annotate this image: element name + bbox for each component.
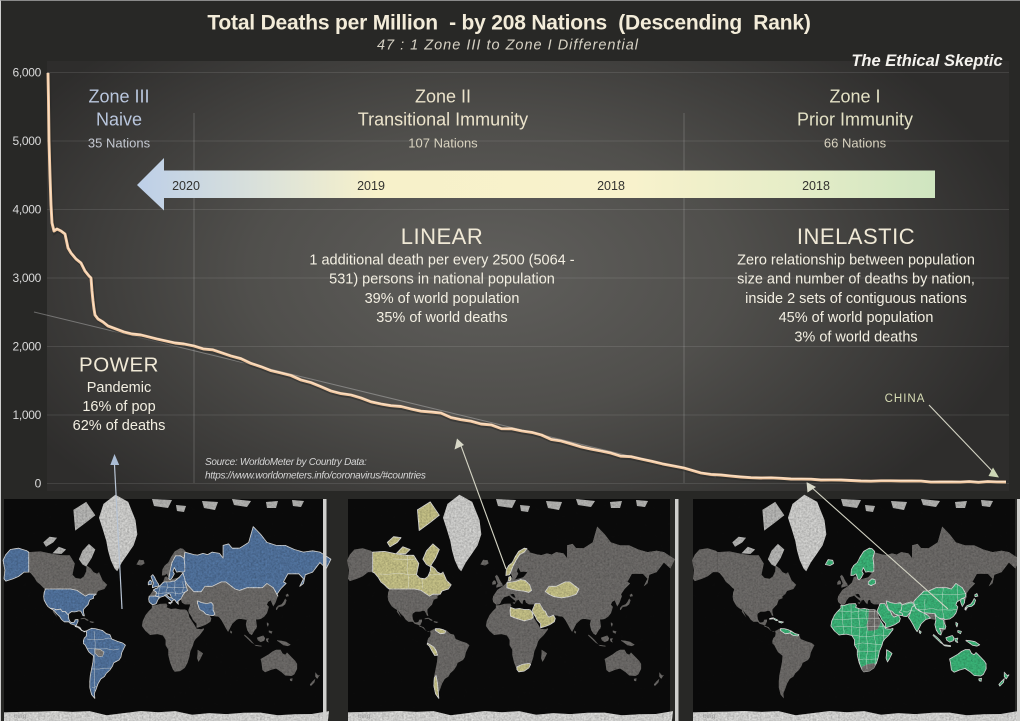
svg-text:CHINA: CHINA <box>885 393 926 405</box>
svg-text:4,000: 4,000 <box>12 203 41 217</box>
svg-text:1,000: 1,000 <box>12 408 41 422</box>
svg-text:2018: 2018 <box>597 179 625 193</box>
svg-text:2,000: 2,000 <box>12 340 41 354</box>
svg-text:Zone III: Zone III <box>88 87 149 107</box>
svg-text:39% of world population: 39% of world population <box>365 291 520 307</box>
svg-text:1 additional death per every 2: 1 additional death per every 2500 (5064 … <box>309 253 574 269</box>
svg-text:2018: 2018 <box>802 179 830 193</box>
svg-text:Zone I: Zone I <box>829 87 880 107</box>
svg-text:Total Deaths per Million - by: Total Deaths per Million - by 208 Nation… <box>207 12 810 35</box>
svg-text:107 Nations: 107 Nations <box>408 136 478 151</box>
svg-text:LINEAR: LINEAR <box>401 224 483 249</box>
svg-text:16% of pop: 16% of pop <box>82 399 155 415</box>
svg-text:inside 2 sets of contiguous na: inside 2 sets of contiguous nations <box>745 291 967 307</box>
svg-text:Zone II: Zone II <box>415 87 471 107</box>
svg-text:3% of world deaths: 3% of world deaths <box>794 330 917 346</box>
svg-text:2020: 2020 <box>172 179 200 193</box>
svg-text:Zero relationship between popu: Zero relationship between population <box>737 253 975 269</box>
svg-text:3,000: 3,000 <box>12 271 41 285</box>
svg-text:531) persons in national popul: 531) persons in national population <box>329 272 555 288</box>
svg-text:Transitional Immunity: Transitional Immunity <box>358 110 528 130</box>
svg-text:45% of world population: 45% of world population <box>779 310 934 326</box>
svg-text:6,000: 6,000 <box>12 66 41 80</box>
svg-text:5,000: 5,000 <box>12 134 41 148</box>
svg-text:size and number of deaths by n: size and number of deaths by nation, <box>737 272 975 288</box>
svg-text:bing: bing <box>703 713 716 720</box>
svg-text:35 Nations: 35 Nations <box>88 136 151 151</box>
svg-text:https://www.worldometers.info/: https://www.worldometers.info/coronaviru… <box>205 471 426 482</box>
svg-text:66 Nations: 66 Nations <box>824 136 887 151</box>
svg-text:bing: bing <box>14 713 27 720</box>
svg-text:2019: 2019 <box>357 179 385 193</box>
svg-text:62% of deaths: 62% of deaths <box>73 418 166 434</box>
svg-text:POWER: POWER <box>79 354 159 377</box>
svg-text:47 : 1 Zone III to Zone I Diff: 47 : 1 Zone III to Zone I Differential <box>377 38 639 54</box>
svg-text:Source: WorldoMeter by Country: Source: WorldoMeter by Country Data: <box>205 457 367 468</box>
svg-text:Pandemic: Pandemic <box>87 380 151 396</box>
svg-text:0: 0 <box>35 477 42 491</box>
svg-text:Naive: Naive <box>96 110 142 130</box>
svg-text:Prior Immunity: Prior Immunity <box>797 110 913 130</box>
svg-text:INELASTIC: INELASTIC <box>797 224 915 249</box>
svg-text:35% of world deaths: 35% of world deaths <box>376 310 507 326</box>
svg-text:The Ethical Skeptic: The Ethical Skeptic <box>851 52 1002 70</box>
svg-text:bing: bing <box>358 713 371 720</box>
